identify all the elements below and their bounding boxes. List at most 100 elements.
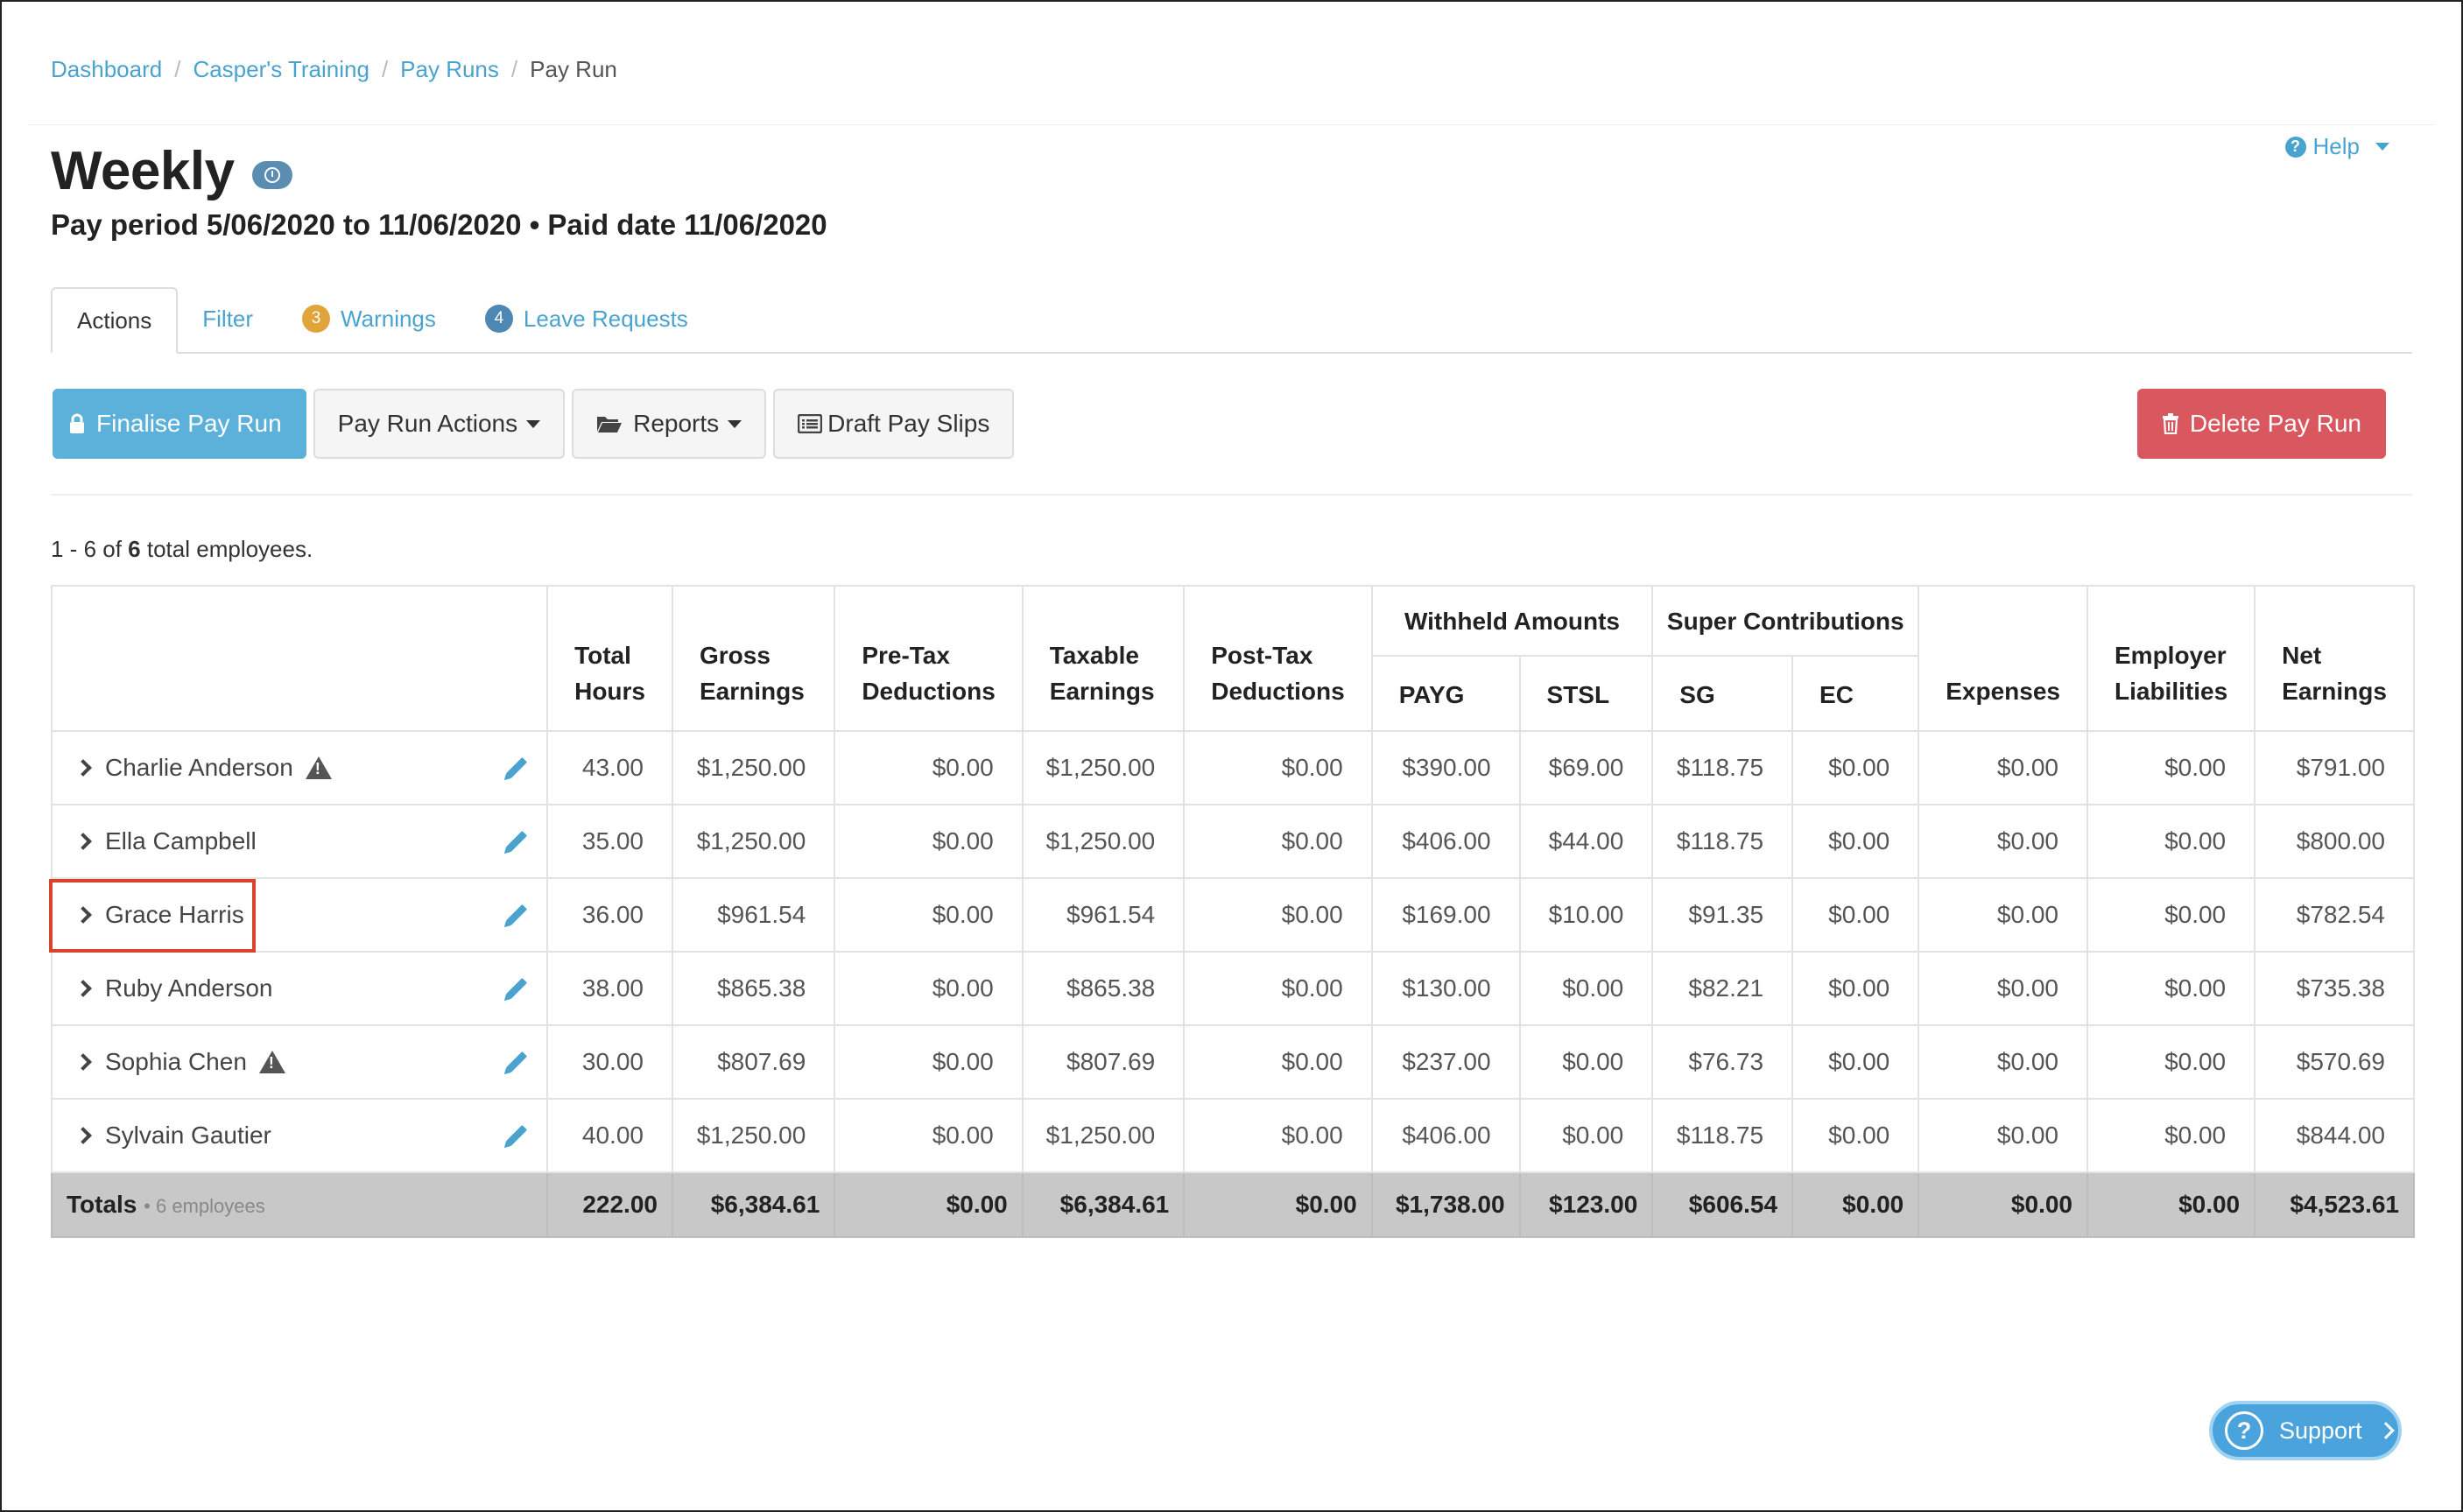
table-cell: $961.54 xyxy=(1021,877,1186,953)
totals-cell: 222.00 xyxy=(546,1171,673,1238)
totals-cell: $6,384.61 xyxy=(1021,1171,1186,1238)
table-cell: $0.00 xyxy=(1183,804,1373,879)
employee-name[interactable]: Ruby Anderson xyxy=(105,974,273,1002)
header-stsl[interactable]: STSL xyxy=(1518,655,1654,732)
table-cell: $0.00 xyxy=(1518,951,1654,1026)
chevron-right-icon[interactable] xyxy=(74,906,92,924)
breadcrumb-current: Pay Run xyxy=(530,56,617,82)
table-row[interactable]: Ella Campbell 35.00 $1,250.00 $0.00 $1,250.0… xyxy=(50,804,2415,879)
header-taxable-earnings[interactable]: Taxable Earnings xyxy=(1021,585,1186,732)
table-row[interactable]: Sylvain Gautier 40.00 $1,250.00 $0.00 $1,250… xyxy=(50,1098,2415,1173)
finalise-label: Finalise Pay Run xyxy=(96,410,282,437)
breadcrumb-caspers-training[interactable]: Casper's Training xyxy=(193,56,369,82)
reports-label: Reports xyxy=(633,410,720,437)
chevron-right-icon[interactable] xyxy=(74,759,92,777)
employee-name[interactable]: Ella Campbell xyxy=(105,827,257,854)
table-cell: $800.00 xyxy=(2254,804,2415,879)
employee-name-cell[interactable]: Sylvain Gautier xyxy=(50,1098,549,1173)
header-gross-earnings[interactable]: Gross Earnings xyxy=(671,585,836,732)
tab-leave-requests[interactable]: 4 Leave Requests xyxy=(461,285,713,352)
employee-name-cell[interactable]: Ruby Anderson xyxy=(50,951,549,1026)
header-net-earnings[interactable]: Net Earnings xyxy=(2254,585,2415,732)
table-cell: $10.00 xyxy=(1518,877,1654,953)
employee-name-cell[interactable]: Grace Harris xyxy=(50,877,549,953)
chevron-right-icon[interactable] xyxy=(74,1053,92,1071)
support-label: Support xyxy=(2279,1417,2362,1444)
pay-period-subtitle: Pay period 5/06/2020 to 11/06/2020 • Pai… xyxy=(51,208,827,241)
header-total-hours[interactable]: Total Hours xyxy=(546,585,673,732)
chevron-right-icon[interactable] xyxy=(74,1127,92,1144)
table-cell: $0.00 xyxy=(1918,730,2088,805)
action-toolbar: Finalise Pay Run Pay Run Actions Reports… xyxy=(53,389,1015,459)
tab-warnings[interactable]: 3 Warnings xyxy=(278,285,461,352)
table-cell: $0.00 xyxy=(1791,877,1920,953)
totals-cell: $123.00 xyxy=(1518,1171,1654,1238)
employee-name-wrap: Ruby Anderson xyxy=(74,974,520,1002)
table-cell: $0.00 xyxy=(1183,877,1373,953)
table-cell: $0.00 xyxy=(834,1098,1024,1173)
help-dropdown[interactable]: ? Help xyxy=(2284,133,2389,160)
breadcrumb-pay-runs[interactable]: Pay Runs xyxy=(400,56,499,82)
header-payg[interactable]: PAYG xyxy=(1370,655,1521,732)
totals-cell: $0.00 xyxy=(1183,1171,1373,1238)
header-employer-liabilities[interactable]: Employer Liabilities xyxy=(2086,585,2256,732)
support-button[interactable]: ? Support xyxy=(2209,1401,2402,1460)
employee-name[interactable]: Sophia Chen xyxy=(105,1048,247,1075)
header-expenses[interactable]: Expenses xyxy=(1918,585,2088,732)
table-cell: $0.00 xyxy=(1791,730,1920,805)
trash-icon xyxy=(2162,413,2179,434)
table-cell: $118.75 xyxy=(1651,730,1794,805)
table-cell: $0.00 xyxy=(1183,1024,1373,1100)
header-ec[interactable]: EC xyxy=(1791,655,1920,732)
draft-pay-slips-button[interactable]: Draft Pay Slips xyxy=(773,389,1015,459)
table-cell: $0.00 xyxy=(834,804,1024,879)
employee-name-cell[interactable]: Ella Campbell xyxy=(50,804,549,879)
table-row[interactable]: Grace Harris 36.00 $961.54 $0.00 $961.54 $0.0… xyxy=(50,877,2415,953)
table-cell: $0.00 xyxy=(834,951,1024,1026)
finalise-pay-run-button[interactable]: Finalise Pay Run xyxy=(53,389,306,459)
draft-pay-slips-label: Draft Pay Slips xyxy=(827,410,990,437)
tab-filter[interactable]: Filter xyxy=(178,285,278,352)
delete-pay-run-button[interactable]: Delete Pay Run xyxy=(2136,389,2386,459)
breadcrumb-dashboard[interactable]: Dashboard xyxy=(51,56,163,82)
clock-icon xyxy=(251,160,292,189)
employee-name[interactable]: Grace Harris xyxy=(105,901,244,928)
table-row[interactable]: Ruby Anderson 38.00 $865.38 $0.00 $865.38 $0.… xyxy=(50,951,2415,1026)
breadcrumb-separator: / xyxy=(381,56,389,82)
table-cell: $118.75 xyxy=(1651,804,1794,879)
chevron-right-icon[interactable] xyxy=(74,833,92,850)
employee-name[interactable]: Sylvain Gautier xyxy=(105,1122,271,1149)
employee-name-cell[interactable]: Charlie Anderson xyxy=(50,730,549,805)
count-prefix: 1 - 6 of xyxy=(51,536,122,562)
table-cell: $76.73 xyxy=(1651,1024,1794,1100)
warning-icon[interactable] xyxy=(258,1051,285,1073)
table-cell: $0.00 xyxy=(2086,730,2256,805)
page-title-text: Weekly xyxy=(51,141,235,201)
warning-icon[interactable] xyxy=(305,756,332,779)
table-cell: $1,250.00 xyxy=(671,1098,836,1173)
header-sg[interactable]: SG xyxy=(1651,655,1794,732)
chevron-right-icon[interactable] xyxy=(74,980,92,997)
pay-run-actions-dropdown[interactable]: Pay Run Actions xyxy=(313,389,566,459)
table-cell: $130.00 xyxy=(1370,951,1521,1026)
table-cell: $0.00 xyxy=(1918,877,2088,953)
table-cell: $1,250.00 xyxy=(671,804,836,879)
help-label: Help xyxy=(2312,133,2360,159)
table-cell: $735.38 xyxy=(2254,951,2415,1026)
employee-name[interactable]: Charlie Anderson xyxy=(105,754,293,781)
header-post-tax-deductions[interactable]: Post-Tax Deductions xyxy=(1183,585,1373,732)
header-pre-tax-deductions[interactable]: Pre-Tax Deductions xyxy=(834,585,1024,732)
table-cell: $0.00 xyxy=(2086,1024,2256,1100)
table-cell: $844.00 xyxy=(2254,1098,2415,1173)
table-cell: $0.00 xyxy=(1183,730,1373,805)
table-cell: $0.00 xyxy=(1918,804,2088,879)
table-cell: $390.00 xyxy=(1370,730,1521,805)
employee-name-cell[interactable]: Sophia Chen xyxy=(50,1024,549,1100)
tab-actions[interactable]: Actions xyxy=(51,287,179,354)
table-row[interactable]: Charlie Anderson43.00$1,250.00$0.00$1,25… xyxy=(50,730,2415,805)
table-cell: 38.00 xyxy=(546,951,673,1026)
table-row[interactable]: Sophia Chen30.00$807.69$0.00$807.69$0.00… xyxy=(50,1024,2415,1100)
reports-dropdown[interactable]: Reports xyxy=(572,389,767,459)
employee-name-wrap: Sophia Chen xyxy=(74,1048,520,1076)
employee-name-wrap: Sylvain Gautier xyxy=(74,1122,520,1150)
